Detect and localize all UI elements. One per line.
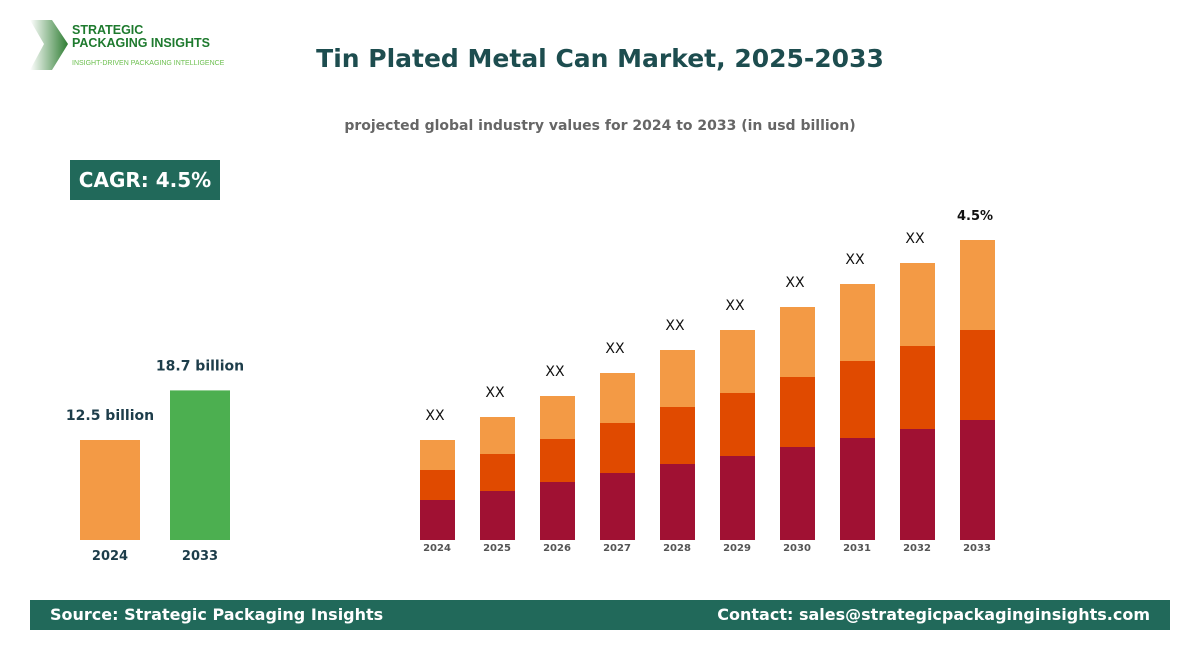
stacked-bar-segment-2032-0 bbox=[900, 429, 935, 540]
stacked-bar-segment-2027-2 bbox=[600, 373, 635, 423]
x-tick-label: 2033 bbox=[963, 543, 991, 554]
stacked-bar-segment-2026-1 bbox=[540, 439, 575, 482]
bar-data-label: XX bbox=[605, 341, 625, 357]
footer-contact: Contact: sales@strategicpackaginginsight… bbox=[717, 605, 1150, 624]
stacked-bar-segment-2027-1 bbox=[600, 423, 635, 473]
footer-bar: Source: Strategic Packaging Insights Con… bbox=[30, 600, 1170, 630]
logo-chevron-icon bbox=[30, 20, 68, 70]
stacked-bar-segment-2025-1 bbox=[480, 454, 515, 491]
x-tick-label: 2027 bbox=[603, 543, 631, 554]
stacked-bar-segment-2030-0 bbox=[780, 447, 815, 540]
bar-data-label: XX bbox=[425, 408, 445, 424]
x-tick-label: 2026 bbox=[543, 543, 571, 554]
stacked-bar-segment-2024-2 bbox=[420, 440, 455, 470]
bar-data-label: XX bbox=[545, 364, 565, 380]
stacked-bar-segment-2032-1 bbox=[900, 346, 935, 429]
bar-data-label: 4.5% bbox=[957, 209, 993, 224]
summary-bar-label: 18.7 billion bbox=[156, 358, 244, 374]
stacked-bar-segment-2027-0 bbox=[600, 473, 635, 540]
stacked-bar-segment-2024-1 bbox=[420, 470, 455, 500]
summary-year-label: 2024 bbox=[92, 549, 128, 564]
stacked-bar-segment-2024-0 bbox=[420, 500, 455, 540]
stacked-bar-segment-2028-1 bbox=[660, 407, 695, 464]
summary-bar-2024 bbox=[80, 440, 140, 540]
x-tick-label: 2030 bbox=[783, 543, 811, 554]
stacked-bar-segment-2029-1 bbox=[720, 393, 755, 456]
chart-subtitle: projected global industry values for 202… bbox=[344, 118, 856, 134]
stacked-bar-segment-2033-1 bbox=[960, 330, 995, 420]
x-tick-label: 2025 bbox=[483, 543, 511, 554]
bar-data-label: XX bbox=[785, 275, 805, 291]
x-tick-label: 2028 bbox=[663, 543, 691, 554]
cagr-badge: CAGR: 4.5% bbox=[70, 160, 220, 200]
stacked-bar-segment-2026-0 bbox=[540, 482, 575, 540]
stacked-bar-segment-2032-2 bbox=[900, 263, 935, 346]
stacked-bar-segment-2031-0 bbox=[840, 438, 875, 540]
stacked-bar-segment-2033-0 bbox=[960, 420, 995, 540]
stacked-bar-segment-2031-2 bbox=[840, 284, 875, 361]
bar-data-label: XX bbox=[725, 298, 745, 314]
bar-data-label: XX bbox=[845, 252, 865, 268]
footer-source: Source: Strategic Packaging Insights bbox=[50, 605, 384, 624]
stacked-bar-segment-2031-1 bbox=[840, 361, 875, 438]
summary-bar-2033 bbox=[170, 390, 230, 540]
logo-brand: STRATEGIC PACKAGING INSIGHTS bbox=[72, 23, 210, 50]
bar-data-label: XX bbox=[485, 385, 505, 401]
stacked-bar-segment-2026-2 bbox=[540, 396, 575, 439]
stacked-bar-segment-2025-2 bbox=[480, 417, 515, 454]
summary-bar-label: 12.5 billion bbox=[66, 408, 154, 424]
stacked-bar-segment-2028-2 bbox=[660, 350, 695, 407]
stacked-bar-segment-2033-2 bbox=[960, 240, 995, 330]
stacked-bar-segment-2030-1 bbox=[780, 377, 815, 447]
stacked-bar-segment-2030-2 bbox=[780, 307, 815, 377]
bar-data-label: XX bbox=[905, 231, 925, 247]
chart-area: 12.5 billion 2024 18.7 billion 2033 XX 2024 XX… bbox=[66, 209, 995, 564]
stacked-bar-segment-2028-0 bbox=[660, 464, 695, 540]
x-tick-label: 2029 bbox=[723, 543, 751, 554]
x-tick-label: 2031 bbox=[843, 543, 871, 554]
logo-tagline: INSIGHT-DRIVEN PACKAGING INTELLIGENCE bbox=[72, 60, 225, 67]
bar-data-label: XX bbox=[665, 318, 685, 334]
summary-year-label: 2033 bbox=[182, 549, 218, 564]
stacked-bar-segment-2029-0 bbox=[720, 456, 755, 540]
stacked-bar-segment-2029-2 bbox=[720, 330, 755, 393]
x-tick-label: 2024 bbox=[423, 543, 451, 554]
chart-title: Tin Plated Metal Can Market, 2025-2033 bbox=[316, 44, 884, 73]
x-tick-label: 2032 bbox=[903, 543, 931, 554]
stacked-bar-segment-2025-0 bbox=[480, 491, 515, 540]
